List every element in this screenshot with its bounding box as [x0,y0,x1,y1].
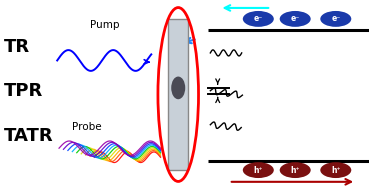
Text: e⁻: e⁻ [254,14,263,23]
Ellipse shape [171,77,185,99]
Circle shape [243,162,274,178]
Text: h⁺: h⁺ [254,166,263,175]
Circle shape [280,11,311,27]
Text: e⁻: e⁻ [331,14,341,23]
Bar [168,19,188,170]
Circle shape [280,162,311,178]
Text: TPR: TPR [4,82,43,100]
Text: e⁻: e⁻ [290,14,300,23]
Text: h⁺: h⁺ [331,166,341,175]
Text: TR: TR [4,38,30,56]
Text: Probe: Probe [72,122,101,132]
Circle shape [320,11,351,27]
Text: h⁺: h⁺ [290,166,300,175]
Circle shape [243,11,274,27]
Text: Pump: Pump [90,20,120,29]
Circle shape [320,162,351,178]
Text: TATR: TATR [4,127,53,145]
